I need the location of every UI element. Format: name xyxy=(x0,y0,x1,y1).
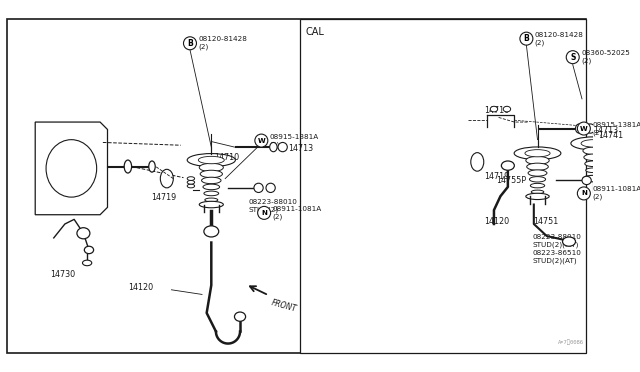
Text: 08915-1381A
(2): 08915-1381A (2) xyxy=(592,122,640,135)
Ellipse shape xyxy=(471,153,484,171)
Ellipse shape xyxy=(575,124,583,133)
Ellipse shape xyxy=(203,184,220,190)
Ellipse shape xyxy=(529,177,546,182)
Text: A∙7：0086: A∙7：0086 xyxy=(558,339,584,344)
Ellipse shape xyxy=(199,163,223,171)
Text: W: W xyxy=(257,138,265,144)
Text: 14730: 14730 xyxy=(50,270,75,279)
Ellipse shape xyxy=(204,226,219,237)
Ellipse shape xyxy=(161,169,173,188)
Ellipse shape xyxy=(188,184,195,188)
Ellipse shape xyxy=(278,142,287,152)
Ellipse shape xyxy=(584,154,602,160)
Ellipse shape xyxy=(501,161,515,170)
Ellipse shape xyxy=(571,137,616,150)
Ellipse shape xyxy=(200,170,223,178)
Text: B: B xyxy=(524,34,529,43)
Ellipse shape xyxy=(586,168,600,173)
Ellipse shape xyxy=(269,142,277,152)
Text: 14751: 14751 xyxy=(533,217,558,226)
Ellipse shape xyxy=(583,147,604,154)
Text: 08223-88010
STUD(2): 08223-88010 STUD(2) xyxy=(248,199,297,214)
Ellipse shape xyxy=(531,190,544,194)
Ellipse shape xyxy=(124,160,132,173)
Circle shape xyxy=(184,37,196,50)
Ellipse shape xyxy=(266,183,275,192)
Text: 14710: 14710 xyxy=(484,106,509,115)
Ellipse shape xyxy=(585,161,602,167)
Ellipse shape xyxy=(563,237,575,246)
Text: FRONT: FRONT xyxy=(271,298,298,314)
Text: 08911-1081A
(2): 08911-1081A (2) xyxy=(273,206,322,220)
Text: 08120-81428
(2): 08120-81428 (2) xyxy=(535,32,584,46)
Text: 08360-52025
(2): 08360-52025 (2) xyxy=(581,50,630,64)
Ellipse shape xyxy=(234,312,246,321)
Text: S: S xyxy=(570,53,575,62)
Text: N: N xyxy=(581,190,587,196)
Text: B: B xyxy=(187,39,193,48)
Ellipse shape xyxy=(581,140,605,147)
Circle shape xyxy=(258,206,271,219)
Text: 14120: 14120 xyxy=(128,283,153,292)
Text: 08915-1381A
(2): 08915-1381A (2) xyxy=(269,134,319,148)
Ellipse shape xyxy=(594,176,604,185)
Circle shape xyxy=(566,51,579,64)
Circle shape xyxy=(577,187,590,200)
Text: 14755P: 14755P xyxy=(496,176,526,185)
Polygon shape xyxy=(35,122,108,215)
Circle shape xyxy=(577,122,590,135)
Ellipse shape xyxy=(188,180,195,184)
Ellipse shape xyxy=(490,106,498,112)
Ellipse shape xyxy=(526,193,549,199)
Text: 14741: 14741 xyxy=(598,131,623,141)
Text: 14719: 14719 xyxy=(484,172,509,181)
Bar xyxy=(300,19,586,353)
Ellipse shape xyxy=(526,156,549,164)
Ellipse shape xyxy=(84,246,93,254)
Ellipse shape xyxy=(83,260,92,266)
Ellipse shape xyxy=(188,177,195,180)
Ellipse shape xyxy=(198,156,224,164)
Ellipse shape xyxy=(204,191,219,196)
Text: 08120-81428
(2): 08120-81428 (2) xyxy=(198,36,247,50)
Ellipse shape xyxy=(205,198,218,202)
Text: N: N xyxy=(261,210,267,216)
Ellipse shape xyxy=(586,124,595,133)
Ellipse shape xyxy=(525,150,550,157)
Text: 14719: 14719 xyxy=(151,193,176,202)
Text: CAL: CAL xyxy=(305,27,324,37)
Ellipse shape xyxy=(148,161,156,172)
Ellipse shape xyxy=(46,140,97,197)
Ellipse shape xyxy=(199,201,223,208)
Ellipse shape xyxy=(531,183,545,188)
Ellipse shape xyxy=(254,183,263,192)
Ellipse shape xyxy=(582,176,591,185)
Ellipse shape xyxy=(202,177,221,184)
Text: 14713: 14713 xyxy=(288,144,314,153)
Ellipse shape xyxy=(583,175,604,182)
Text: 08223-88010
STUD(2)(MT)
08223-86510
STUD(2)(AT): 08223-88010 STUD(2)(MT) 08223-86510 STUD… xyxy=(533,234,582,264)
Text: 14713: 14713 xyxy=(593,126,618,135)
Ellipse shape xyxy=(77,228,90,239)
Ellipse shape xyxy=(188,154,236,167)
Text: 14120: 14120 xyxy=(484,217,509,226)
Circle shape xyxy=(520,32,533,45)
Text: W: W xyxy=(580,125,588,132)
Ellipse shape xyxy=(527,163,548,170)
Ellipse shape xyxy=(528,170,547,176)
Ellipse shape xyxy=(503,106,511,112)
Ellipse shape xyxy=(514,147,561,160)
Text: 14710: 14710 xyxy=(214,153,239,162)
Text: 08911-1081A
(2): 08911-1081A (2) xyxy=(592,186,640,201)
Circle shape xyxy=(255,134,268,147)
